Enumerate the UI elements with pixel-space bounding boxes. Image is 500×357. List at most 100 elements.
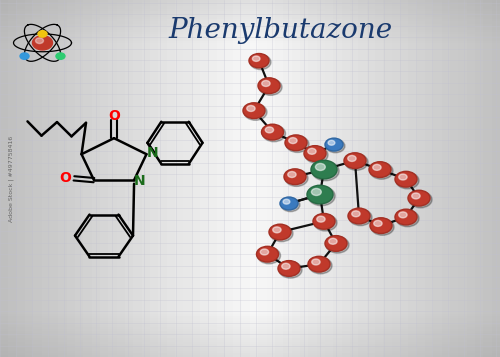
Circle shape xyxy=(38,31,47,37)
Bar xyxy=(475,0,484,357)
Bar xyxy=(158,0,166,357)
Bar xyxy=(0,28,500,30)
Circle shape xyxy=(349,209,372,226)
Bar xyxy=(0,348,500,351)
Circle shape xyxy=(325,236,347,251)
Bar xyxy=(0,2,500,4)
Bar xyxy=(316,0,325,357)
Bar xyxy=(250,0,258,357)
Bar xyxy=(375,0,384,357)
Circle shape xyxy=(252,56,260,61)
Circle shape xyxy=(308,186,335,206)
Bar xyxy=(442,0,450,357)
Bar xyxy=(225,0,234,357)
Bar xyxy=(84,0,92,357)
Bar xyxy=(392,0,400,357)
Circle shape xyxy=(395,171,417,187)
Bar xyxy=(0,318,500,321)
Circle shape xyxy=(243,103,265,119)
Bar xyxy=(0,316,500,318)
Bar xyxy=(0,329,500,331)
Circle shape xyxy=(249,54,269,68)
Circle shape xyxy=(326,237,349,253)
Bar xyxy=(484,0,492,357)
Bar xyxy=(66,0,75,357)
Circle shape xyxy=(352,211,360,217)
Bar xyxy=(58,0,66,357)
Bar xyxy=(0,19,500,21)
Circle shape xyxy=(280,197,298,210)
Circle shape xyxy=(288,137,297,144)
Bar xyxy=(0,327,500,329)
Circle shape xyxy=(258,247,280,264)
Bar xyxy=(0,333,500,336)
Bar xyxy=(0,36,500,39)
Circle shape xyxy=(32,36,52,50)
Circle shape xyxy=(374,220,382,226)
Bar xyxy=(25,0,34,357)
Bar xyxy=(0,355,500,357)
Circle shape xyxy=(288,171,296,177)
Circle shape xyxy=(312,161,339,181)
Bar xyxy=(0,321,500,323)
Circle shape xyxy=(283,199,290,204)
Bar xyxy=(275,0,283,357)
Bar xyxy=(425,0,434,357)
Bar xyxy=(358,0,366,357)
Circle shape xyxy=(308,256,330,272)
Bar xyxy=(0,325,500,327)
Circle shape xyxy=(56,53,65,59)
Bar xyxy=(192,0,200,357)
Bar xyxy=(92,0,100,357)
Circle shape xyxy=(308,148,316,154)
Circle shape xyxy=(328,140,335,145)
Bar xyxy=(308,0,316,357)
Bar xyxy=(325,0,334,357)
Bar xyxy=(0,34,500,36)
Bar xyxy=(300,0,308,357)
Bar xyxy=(125,0,134,357)
Circle shape xyxy=(371,219,394,235)
Bar xyxy=(366,0,375,357)
Circle shape xyxy=(258,78,280,94)
Bar xyxy=(208,0,216,357)
Text: Adobe Stock | #497758416: Adobe Stock | #497758416 xyxy=(8,135,14,222)
Bar xyxy=(0,11,500,13)
Circle shape xyxy=(345,154,368,170)
Bar xyxy=(0,41,500,43)
Circle shape xyxy=(344,153,366,169)
Bar xyxy=(175,0,184,357)
Circle shape xyxy=(396,210,419,227)
Circle shape xyxy=(409,191,432,208)
Bar xyxy=(492,0,500,357)
Text: N: N xyxy=(146,146,158,161)
Bar xyxy=(0,9,500,11)
Circle shape xyxy=(408,190,430,206)
Circle shape xyxy=(278,261,300,276)
Bar xyxy=(0,351,500,353)
Circle shape xyxy=(372,164,381,170)
Circle shape xyxy=(262,125,285,142)
Circle shape xyxy=(316,216,325,222)
Bar xyxy=(458,0,466,357)
Bar xyxy=(34,0,42,357)
Bar xyxy=(16,0,25,357)
Bar xyxy=(184,0,192,357)
Circle shape xyxy=(398,212,407,218)
Bar xyxy=(116,0,125,357)
Bar xyxy=(416,0,425,357)
Bar xyxy=(0,323,500,325)
Bar xyxy=(292,0,300,357)
Circle shape xyxy=(270,225,293,242)
Bar xyxy=(258,0,266,357)
Bar xyxy=(434,0,442,357)
Bar xyxy=(75,0,84,357)
Circle shape xyxy=(314,215,337,231)
Bar xyxy=(50,0,58,357)
Bar xyxy=(0,32,500,34)
Bar xyxy=(0,0,500,2)
Bar xyxy=(0,26,500,28)
Circle shape xyxy=(316,164,326,171)
Circle shape xyxy=(285,135,307,151)
Circle shape xyxy=(311,160,337,179)
